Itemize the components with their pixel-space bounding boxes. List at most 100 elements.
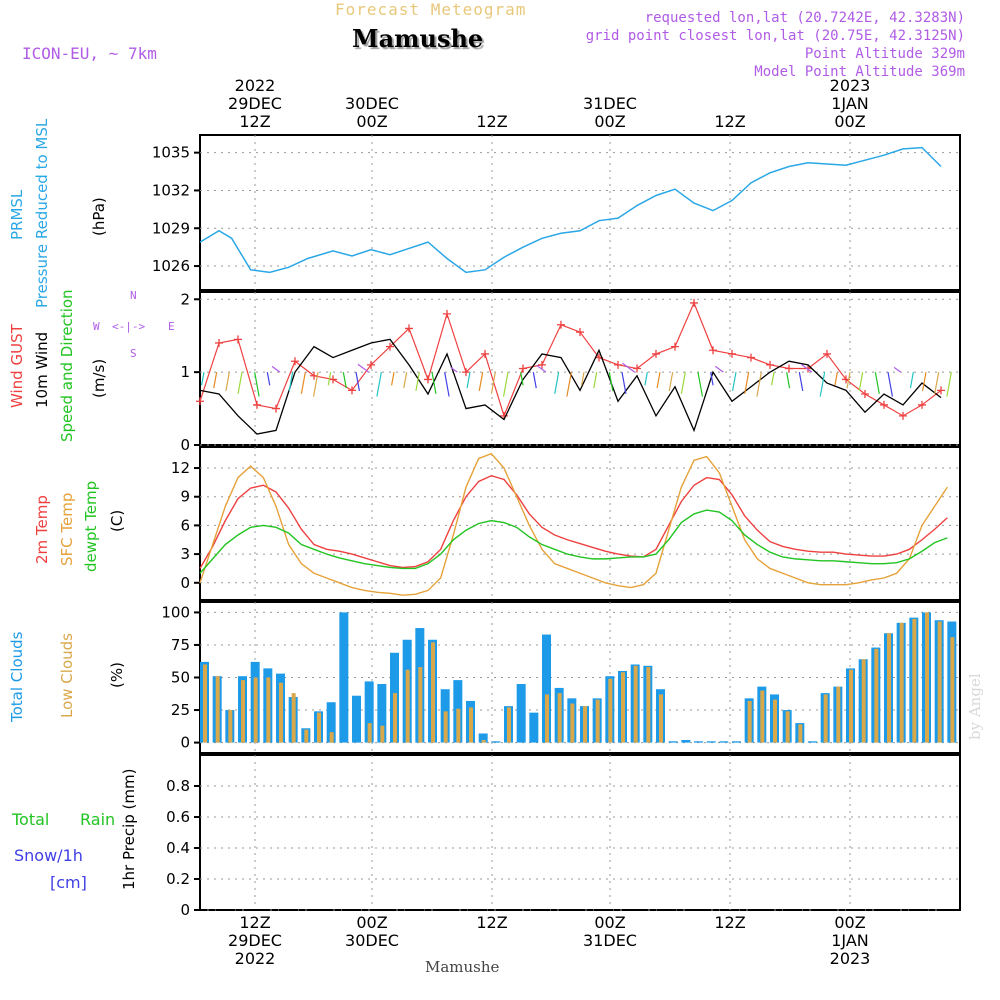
top-time-hour: 00Z [594,112,626,131]
top-time-label: 12Z [452,77,532,131]
y-tick-label: 9 [180,488,190,506]
low-cloud-bar [304,729,309,743]
wind-direction-arrow [312,372,319,397]
precip-total-label: Total [12,810,50,829]
precip-snow-label: Snow/1h [14,846,83,865]
panel-frame [199,754,961,911]
wind-direction-arrow [237,372,243,394]
wind-gust-marker [557,320,565,329]
low-cloud-bar [583,706,587,743]
wind-direction-arrow [415,372,420,392]
wind-gust-marker [253,400,261,409]
low-cloud-bar [861,659,866,743]
low-cloud-bar [823,694,828,743]
total-cloud-bar [681,739,691,743]
wind-direction-arrow [893,366,902,373]
low-cloud-bar [849,669,853,743]
wind-direction-arrow [357,363,370,373]
wind-direction-arrow [581,372,585,386]
wind-gust-marker [367,360,375,369]
low-cloud-bar [367,723,372,743]
wind-direction-arrow [288,372,294,392]
wind-direction-arrow [946,372,952,397]
y-tick-label: 1035 [152,144,190,162]
y-tick-label: 0.2 [166,870,190,888]
top-time-label: 12Z [690,77,770,131]
top-time-date: 30DEC [345,94,399,113]
bottom-time-label: 12Z 29DEC 2022 [215,914,295,968]
wind-gust-marker [880,400,888,409]
wind-gust-marker [823,349,831,358]
low-cloud-bar [557,693,562,743]
low-cloud-bar [253,677,258,743]
y-tick-label: 0.6 [166,808,190,826]
wind-direction-arrow [714,365,724,373]
low-cloud-bar [507,707,511,743]
bottom-time-date: 31DEC [583,931,637,950]
wind-direction-arrow [342,372,347,389]
wind-direction-arrow [621,372,627,394]
wind-direction-arrow [403,372,408,389]
wind-direction-arrow [266,372,271,386]
low-cloud-bar [595,699,600,743]
bottom-time-label: 00Z 31DEC [570,914,650,968]
wind-direction-arrow [798,372,804,392]
top-time-label: 2023 1JAN 00Z [810,77,890,131]
total-cloud-bar [542,634,551,743]
y-tick-label: 3 [180,545,190,563]
wind-gust-marker [747,353,755,362]
bottom-time-date: 30DEC [345,931,399,950]
bottom-time-date: 1JAN [831,931,869,950]
wind-direction-arrow [697,372,704,397]
wind-direction-arrow [532,372,537,389]
total-cloud-bar [516,684,526,743]
wind-direction-arrow [834,372,838,386]
top-time-label: 30DEC 00Z [332,77,412,131]
bottom-time-date: 29DEC [228,931,282,950]
wind-gust-line [199,301,942,418]
low-cloud-bar [785,711,790,743]
wind-gust-marker [215,339,223,347]
top-time-hour: 00Z [356,112,388,131]
footer-location: Mamushe [425,958,500,976]
low-cloud-bar [266,677,271,743]
y-tick-label: 1 [180,363,190,381]
wind-gust-marker [405,324,413,333]
wind-direction-arrow [800,363,813,373]
point-altitude: Point Altitude 329m [804,46,965,62]
model-label: ICON-EU, ~ 7km [22,44,157,63]
wind-direction-arrow [622,362,636,373]
wind-direction-arrow [846,372,851,389]
wind-direction-arrow [254,372,260,397]
wind-direction-arrow [680,372,686,394]
low-cloud-bar [925,612,929,743]
compass-s: S [130,347,137,360]
y-tick-label: 6 [180,516,190,534]
panel-frame [199,291,961,446]
total-cloud-bar [694,741,703,743]
total-cloud-bar [808,741,817,743]
low-cloud-bar [279,682,283,743]
bottom-time-label: 12Z [452,914,532,968]
low-cloud-bar [760,690,765,743]
wind-gust-marker [709,346,717,355]
wind-direction-arrow [858,372,864,392]
top-time-hour: 00Z [834,112,866,131]
wind-direction-arrow [786,372,791,389]
wind-direction-arrow [934,372,940,394]
wind-gust-marker [196,397,204,406]
low-cloud-bar [646,667,651,743]
wind-direction-arrow [921,372,927,392]
low-cloud-bar [291,693,296,743]
model-altitude: Model Point Altitude 369m [754,64,965,80]
low-cloud-bar [798,724,803,743]
y-tick-label: 75 [171,636,190,654]
low-cloud-bar [773,699,777,743]
top-time-label: 31DEC 00Z [570,77,650,131]
wind-direction-arrow [520,372,524,386]
low-cloud-bar [203,664,207,743]
top-time-date: 29DEC [228,94,282,113]
low-cloud-bar [570,703,575,743]
total-cloud-bar [732,741,741,743]
y-tick-label: 0.4 [166,839,190,857]
